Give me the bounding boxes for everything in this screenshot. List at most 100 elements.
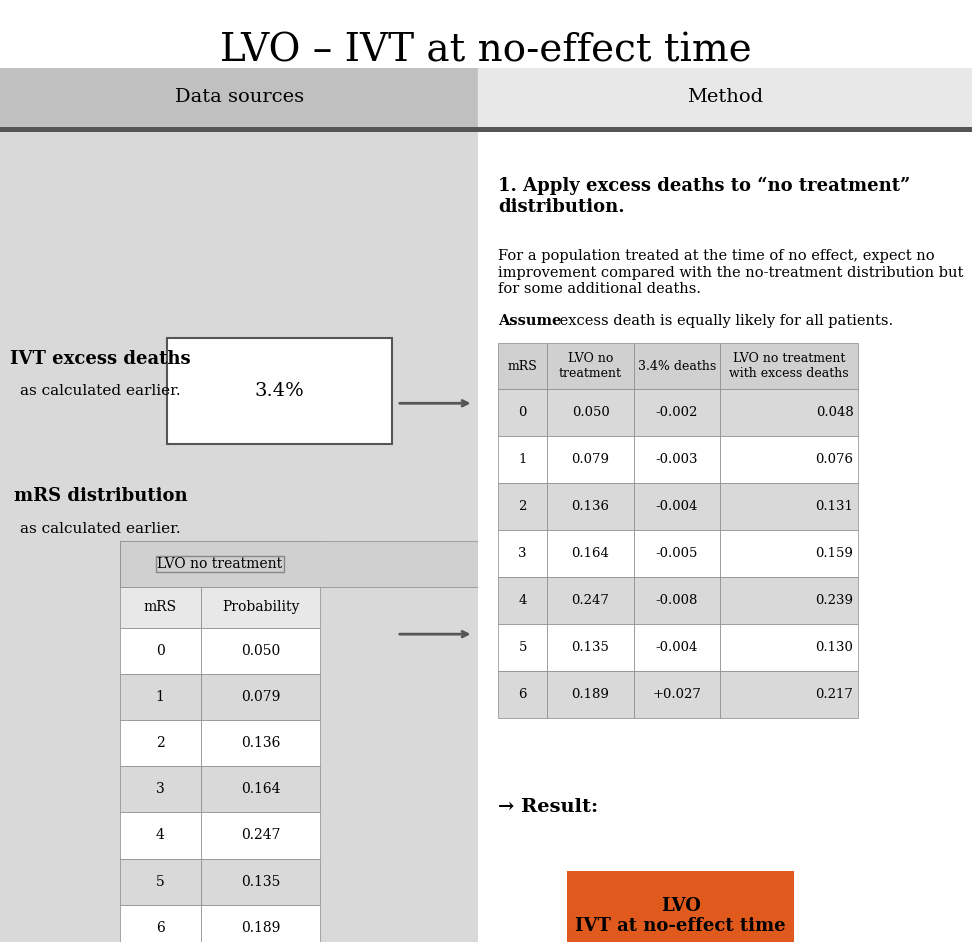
Bar: [498, 436, 547, 483]
Text: Method: Method: [687, 89, 763, 106]
Bar: [547, 577, 634, 625]
Bar: [634, 530, 720, 577]
Bar: [634, 625, 720, 672]
Bar: [201, 720, 321, 766]
Text: Probability: Probability: [222, 600, 299, 614]
Bar: [201, 858, 321, 904]
Bar: [720, 389, 858, 436]
Bar: [498, 530, 547, 577]
Text: 0.164: 0.164: [572, 547, 609, 560]
Text: mRS distribution: mRS distribution: [14, 487, 188, 506]
Bar: [720, 343, 858, 389]
Bar: [120, 812, 201, 858]
Text: → Result:: → Result:: [498, 798, 598, 816]
Bar: [120, 904, 201, 942]
Text: -0.003: -0.003: [656, 453, 698, 466]
Text: 1: 1: [518, 453, 527, 466]
Bar: [634, 672, 720, 719]
Text: 1: 1: [156, 690, 164, 704]
Text: For a population treated at the time of no effect, expect no improvement compare: For a population treated at the time of …: [498, 250, 963, 296]
Bar: [201, 766, 321, 812]
Bar: [120, 674, 201, 720]
Bar: [634, 483, 720, 530]
Bar: [634, 577, 720, 625]
Bar: [120, 541, 521, 587]
Bar: [634, 343, 720, 389]
Text: 0.135: 0.135: [572, 642, 609, 655]
Text: LVO
IVT at no-effect time: LVO IVT at no-effect time: [575, 897, 786, 935]
Text: 1. Apply excess deaths to “no treatment” distribution.: 1. Apply excess deaths to “no treatment”…: [498, 176, 911, 216]
Bar: [120, 858, 201, 904]
Text: 0.076: 0.076: [816, 453, 853, 466]
Text: 0.135: 0.135: [241, 874, 280, 888]
Text: as calculated earlier.: as calculated earlier.: [20, 522, 181, 536]
Bar: [201, 812, 321, 858]
Text: 0.050: 0.050: [241, 643, 280, 658]
Bar: [720, 672, 858, 719]
Bar: [498, 343, 547, 389]
Text: +0.027: +0.027: [652, 689, 702, 702]
Bar: [498, 577, 547, 625]
Bar: [498, 483, 547, 530]
Text: 2: 2: [518, 500, 527, 513]
Text: 0.048: 0.048: [816, 407, 853, 419]
Bar: [547, 389, 634, 436]
Text: excess death is equally likely for all patients.: excess death is equally likely for all p…: [555, 314, 893, 328]
Text: 4: 4: [156, 828, 164, 842]
Text: 0.136: 0.136: [572, 500, 609, 513]
Text: 0.079: 0.079: [241, 690, 280, 704]
Bar: [120, 720, 201, 766]
Text: LVO no treatment: LVO no treatment: [157, 557, 283, 571]
Bar: [720, 483, 858, 530]
Text: -0.004: -0.004: [656, 500, 698, 513]
Bar: [120, 587, 201, 627]
Bar: [478, 68, 972, 127]
Bar: [547, 530, 634, 577]
Bar: [201, 904, 321, 942]
Bar: [120, 627, 201, 674]
Text: -0.005: -0.005: [656, 547, 698, 560]
Text: 0.217: 0.217: [816, 689, 853, 702]
Bar: [547, 483, 634, 530]
Bar: [634, 436, 720, 483]
Bar: [547, 343, 634, 389]
Text: 0.247: 0.247: [241, 828, 280, 842]
Bar: [201, 587, 321, 627]
Text: LVO no
treatment: LVO no treatment: [559, 352, 622, 380]
Text: 0.159: 0.159: [816, 547, 853, 560]
Text: mRS: mRS: [507, 360, 538, 372]
Bar: [567, 870, 794, 942]
Text: 0.131: 0.131: [816, 500, 853, 513]
Text: Data sources: Data sources: [175, 89, 303, 106]
Text: 0.136: 0.136: [241, 736, 280, 750]
Bar: [547, 672, 634, 719]
Text: 4: 4: [518, 594, 527, 608]
Text: -0.008: -0.008: [656, 594, 698, 608]
Bar: [547, 436, 634, 483]
Text: 0.130: 0.130: [816, 642, 853, 655]
Text: 0.050: 0.050: [572, 407, 609, 419]
Text: 2: 2: [156, 736, 164, 750]
Text: 0.079: 0.079: [572, 453, 609, 466]
Bar: [547, 625, 634, 672]
Text: 0.247: 0.247: [572, 594, 609, 608]
Text: 0.189: 0.189: [241, 921, 280, 934]
Text: 0.239: 0.239: [816, 594, 853, 608]
Text: 0.164: 0.164: [241, 782, 280, 796]
Bar: [498, 625, 547, 672]
Text: Assume: Assume: [498, 314, 562, 328]
Bar: [720, 530, 858, 577]
Text: 0: 0: [156, 643, 164, 658]
Text: 3: 3: [518, 547, 527, 560]
Bar: [634, 389, 720, 436]
Text: LVO no treatment
with excess deaths: LVO no treatment with excess deaths: [730, 352, 850, 380]
Text: 5: 5: [518, 642, 527, 655]
Text: IVT excess deaths: IVT excess deaths: [10, 349, 191, 367]
Text: 3.4%: 3.4%: [255, 382, 304, 400]
Bar: [720, 577, 858, 625]
Text: LVO – IVT at no-effect time: LVO – IVT at no-effect time: [220, 33, 752, 70]
Bar: [120, 766, 201, 812]
Text: 3: 3: [156, 782, 164, 796]
Text: 0: 0: [518, 407, 527, 419]
FancyBboxPatch shape: [167, 338, 392, 444]
